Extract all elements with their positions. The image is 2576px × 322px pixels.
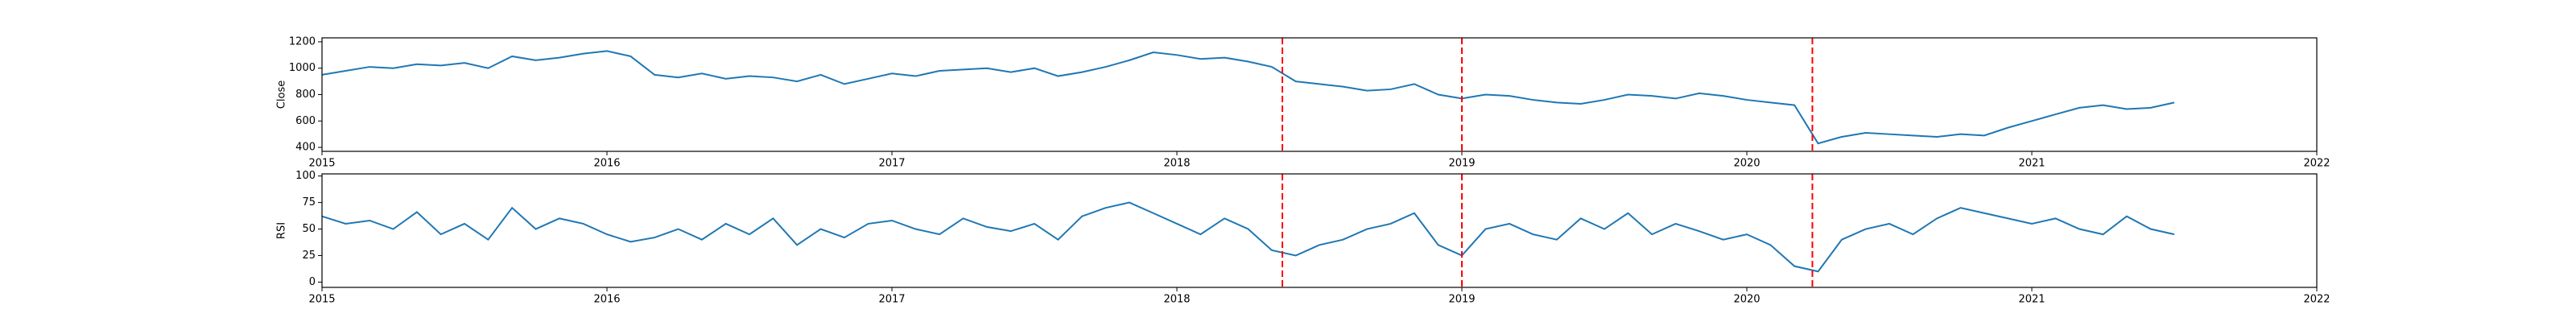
x-tick-label: 2016 [593,294,620,306]
y-tick-label: 0 [309,276,316,288]
axes-frame [321,37,2318,152]
y-tick-label: 75 [302,196,316,208]
x-tick-label: 2017 [878,158,905,170]
axes-frame [321,173,2318,288]
x-tick-label: 2022 [2303,294,2330,306]
x-tick-label: 2019 [1448,158,1475,170]
y-tick-label: 1000 [289,62,316,74]
x-tick-label: 2018 [1163,294,1190,306]
x-tick-label: 2020 [1733,158,1760,170]
y-tick-label: 400 [295,142,316,154]
x-tick-label: 2021 [2018,294,2045,306]
x-tick-label: 2020 [1733,294,1760,306]
y-tick-label: 800 [295,89,316,101]
y-axis-label: RSI [276,222,288,239]
x-tick-label: 2018 [1163,158,1190,170]
x-tick-label: 2021 [2018,158,2045,170]
line [321,201,2175,273]
y-tick-label: 1200 [289,35,316,47]
y-tick-label: 50 [302,223,316,235]
x-tick-label: 2016 [593,158,620,170]
y-tick-label: 25 [302,250,316,262]
x-tick-label: 2017 [878,294,905,306]
line [321,50,2175,145]
x-tick-label: 2019 [1448,294,1475,306]
x-tick-label: 2015 [308,294,335,306]
x-tick-label: 2015 [308,158,335,170]
y-tick-label: 100 [295,170,316,182]
y-axis-label: Close [276,80,288,109]
x-tick-label: 2022 [2303,158,2330,170]
y-tick-label: 600 [295,115,316,127]
